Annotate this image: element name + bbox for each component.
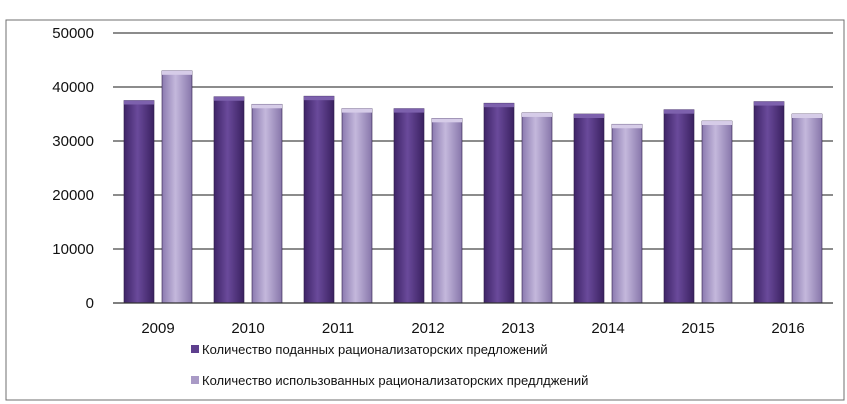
bar-top-cap (342, 108, 372, 113)
bar-submitted (123, 100, 155, 304)
bar-top-cap (252, 104, 282, 109)
x-tick-label: 2015 (681, 320, 714, 337)
legend-item-used: Количество использованных рационализатор… (191, 373, 588, 388)
bar-top-cap (664, 109, 694, 114)
legend: Количество поданных рационализаторских п… (191, 342, 588, 388)
bar-top-cap (394, 108, 424, 113)
x-tick-label: 2016 (771, 320, 804, 337)
bar-top-cap (574, 114, 604, 118)
bar-used (161, 70, 193, 304)
bar-used (251, 103, 283, 304)
bar-top-cap (612, 124, 642, 129)
x-tick-label: 2014 (591, 320, 624, 337)
bar-submitted (213, 96, 245, 304)
y-axis-ticks: 0 10000 20000 30000 40000 50000 (52, 25, 94, 312)
bar-used (611, 123, 643, 304)
bar-top-cap (522, 112, 552, 117)
bar-used (701, 120, 733, 304)
bar-top-cap (484, 103, 514, 108)
bar-top-cap (792, 114, 822, 118)
bar-submitted (663, 109, 695, 304)
bar-top-cap (162, 70, 192, 75)
legend-label-submitted: Количество поданных рационализаторских п… (202, 342, 548, 357)
y-tick-label: 40000 (52, 79, 94, 96)
x-tick-label: 2011 (322, 320, 354, 337)
legend-swatch-used (191, 376, 199, 384)
bar-top-cap (432, 118, 462, 123)
y-tick-label: 0 (86, 295, 94, 312)
bar-submitted (753, 101, 785, 304)
bar-top-cap (214, 96, 244, 101)
bars (123, 70, 823, 304)
legend-swatch-submitted (191, 345, 199, 353)
legend-label-used: Количество использованных рационализатор… (202, 373, 588, 388)
y-tick-label: 20000 (52, 187, 94, 204)
bar-used (791, 113, 823, 304)
bar-submitted (393, 108, 425, 304)
bar-submitted (303, 95, 335, 304)
x-tick-label: 2010 (231, 320, 264, 337)
bar-submitted (573, 113, 605, 304)
bar-top-cap (304, 96, 334, 101)
x-tick-label: 2009 (141, 320, 174, 337)
bar-used (431, 118, 463, 304)
y-tick-label: 30000 (52, 133, 94, 150)
bar-used (341, 108, 373, 304)
bar-used (521, 112, 553, 304)
bar-top-cap (702, 121, 732, 126)
bar-submitted (483, 102, 515, 304)
x-axis-ticks: 2009 2010 2011 2012 2013 2014 2015 2016 (141, 320, 804, 337)
y-tick-label: 50000 (52, 25, 94, 42)
x-tick-label: 2013 (501, 320, 534, 337)
x-tick-label: 2012 (411, 320, 444, 337)
bar-top-cap (754, 101, 784, 106)
legend-item-submitted: Количество поданных рационализаторских п… (191, 342, 548, 357)
bar-top-cap (124, 100, 154, 105)
y-tick-label: 10000 (52, 241, 94, 258)
